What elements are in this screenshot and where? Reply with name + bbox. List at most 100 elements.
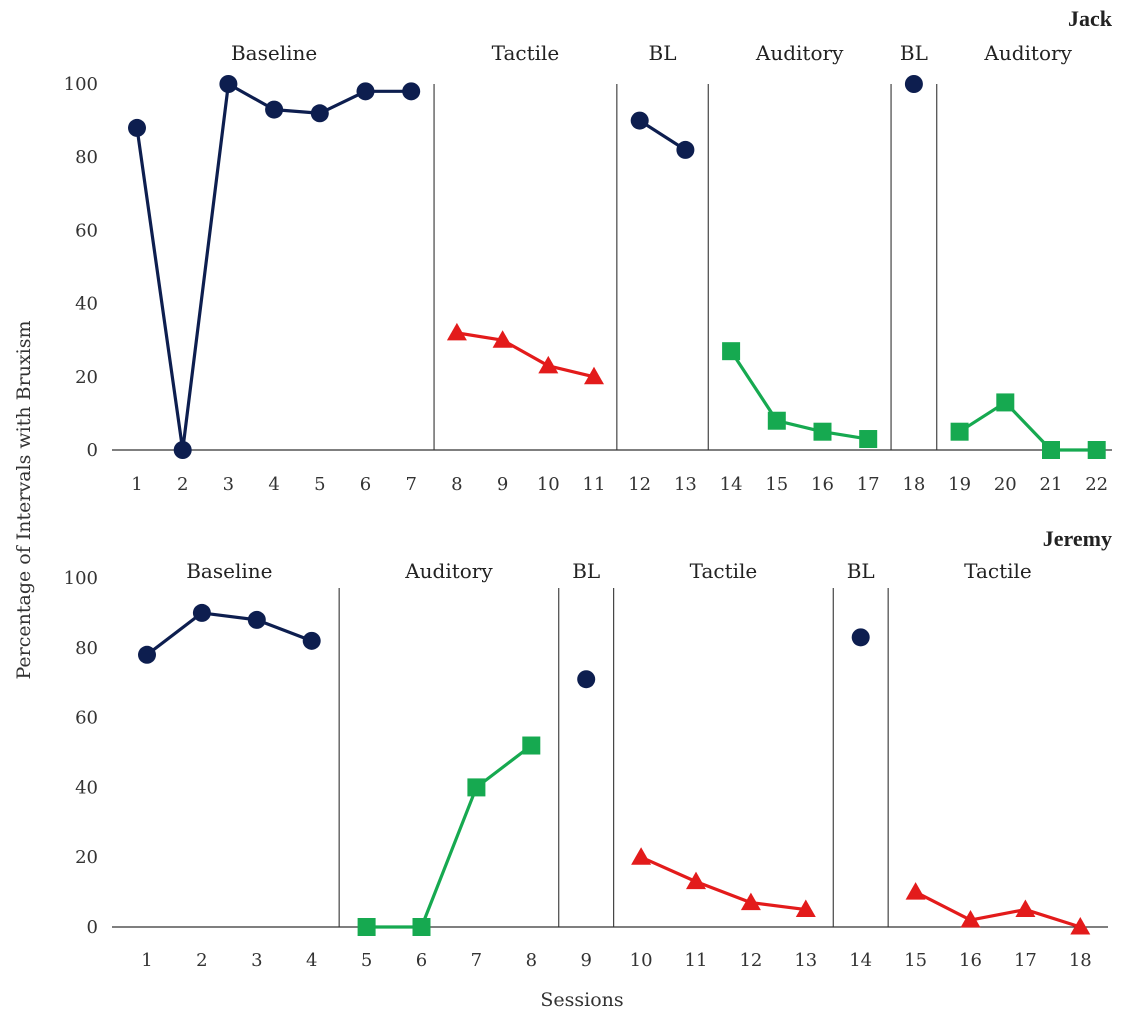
y-tick-label: 40 xyxy=(75,294,98,315)
x-tick-label: 8 xyxy=(526,950,537,971)
x-tick-label: 16 xyxy=(959,950,982,971)
y-tick-label: 60 xyxy=(75,220,98,241)
y-tick-label: 80 xyxy=(75,147,98,168)
phase-label: Tactile xyxy=(690,559,758,583)
x-tick-label: 15 xyxy=(904,950,927,971)
series-line-tactile xyxy=(456,331,595,379)
phase-label: Auditory xyxy=(983,41,1072,65)
x-tick-label: 15 xyxy=(765,474,788,495)
data-point-tactile xyxy=(538,355,559,374)
x-tick-label: 13 xyxy=(674,474,697,495)
x-tick-label: 9 xyxy=(497,474,508,495)
data-point-baseline xyxy=(676,140,695,159)
data-point-auditory xyxy=(722,342,741,361)
x-tick-label: 10 xyxy=(630,950,653,971)
y-axis-label: Percentage of Intervals with Bruxism xyxy=(13,320,35,679)
data-point-tactile xyxy=(631,847,652,865)
panel-title: Jeremy xyxy=(1043,526,1112,551)
data-point-auditory xyxy=(1087,441,1106,459)
x-tick-label: 18 xyxy=(902,474,925,495)
phase-label: Auditory xyxy=(404,559,493,583)
series-line-baseline xyxy=(638,119,687,152)
data-point-tactile xyxy=(584,366,604,385)
x-tick-label: 17 xyxy=(1014,950,1037,971)
y-tick-label: 20 xyxy=(75,367,98,388)
data-point-auditory xyxy=(522,736,541,755)
x-tick-label: 2 xyxy=(177,474,188,495)
data-point-tactile xyxy=(905,882,926,900)
x-tick-label: 13 xyxy=(794,950,817,971)
x-tick-label: 4 xyxy=(306,950,317,971)
data-point-tactile xyxy=(686,871,706,890)
phase-label: Auditory xyxy=(755,41,844,65)
phase-label: Baseline xyxy=(186,559,272,583)
data-point-auditory xyxy=(996,393,1015,412)
x-tick-label: 1 xyxy=(131,474,142,495)
data-point-baseline xyxy=(310,104,329,123)
phase-label: Tactile xyxy=(964,559,1032,583)
data-point-baseline xyxy=(302,631,321,650)
series-line-auditory xyxy=(729,350,869,441)
x-tick-label: 14 xyxy=(849,950,872,971)
x-tick-label: 3 xyxy=(251,950,262,971)
x-axis-label: Sessions xyxy=(540,989,623,1011)
data-point-tactile xyxy=(492,330,513,348)
x-tick-label: 8 xyxy=(451,474,462,495)
data-point-auditory xyxy=(859,430,878,449)
data-point-auditory xyxy=(1042,441,1060,459)
x-tick-label: 5 xyxy=(314,474,325,495)
x-tick-label: 14 xyxy=(720,474,743,495)
x-tick-label: 18 xyxy=(1069,950,1092,971)
y-tick-label: 40 xyxy=(75,777,98,798)
data-point-tactile xyxy=(1015,899,1036,918)
y-tick-label: 0 xyxy=(87,440,98,461)
series-line-auditory xyxy=(366,744,533,929)
data-point-baseline xyxy=(630,111,649,130)
data-point-auditory xyxy=(767,411,786,430)
y-tick-label: 20 xyxy=(75,847,98,868)
data-point-auditory xyxy=(357,918,376,936)
data-point-baseline xyxy=(219,75,238,93)
data-point-baseline xyxy=(192,603,211,622)
x-tick-label: 21 xyxy=(1040,474,1063,495)
series-line-baseline xyxy=(146,611,313,657)
phase-label: BL xyxy=(649,41,677,65)
phase-label: Baseline xyxy=(231,41,317,65)
data-point-baseline xyxy=(402,82,421,101)
data-point-auditory xyxy=(412,918,431,936)
phase-label: Tactile xyxy=(492,41,560,65)
x-tick-label: 11 xyxy=(583,474,606,495)
y-tick-label: 80 xyxy=(75,638,98,659)
x-tick-label: 11 xyxy=(685,950,708,971)
x-tick-label: 22 xyxy=(1085,474,1108,495)
data-point-baseline xyxy=(128,118,146,137)
data-point-tactile xyxy=(1070,917,1091,935)
x-tick-label: 19 xyxy=(948,474,971,495)
series-line-auditory xyxy=(958,400,1097,452)
panel-title: Jack xyxy=(1068,6,1113,31)
data-point-baseline xyxy=(356,82,375,101)
data-point-tactile xyxy=(960,910,981,928)
phase-label: BL xyxy=(847,559,875,583)
y-tick-label: 100 xyxy=(64,568,98,589)
series-line-baseline xyxy=(135,82,412,452)
series-line-tactile xyxy=(914,890,1081,929)
data-point-baseline xyxy=(851,628,870,647)
phase-label: BL xyxy=(900,41,928,65)
x-tick-label: 5 xyxy=(361,950,372,971)
x-tick-label: 7 xyxy=(471,950,482,971)
x-tick-label: 12 xyxy=(739,950,762,971)
y-tick-label: 60 xyxy=(75,708,98,729)
x-tick-label: 12 xyxy=(628,474,651,495)
phase-label: BL xyxy=(572,559,600,583)
data-point-baseline xyxy=(904,75,923,93)
x-tick-label: 17 xyxy=(857,474,880,495)
data-point-tactile xyxy=(795,899,816,918)
x-tick-label: 10 xyxy=(537,474,560,495)
data-point-auditory xyxy=(467,778,486,797)
y-tick-label: 0 xyxy=(87,917,98,938)
